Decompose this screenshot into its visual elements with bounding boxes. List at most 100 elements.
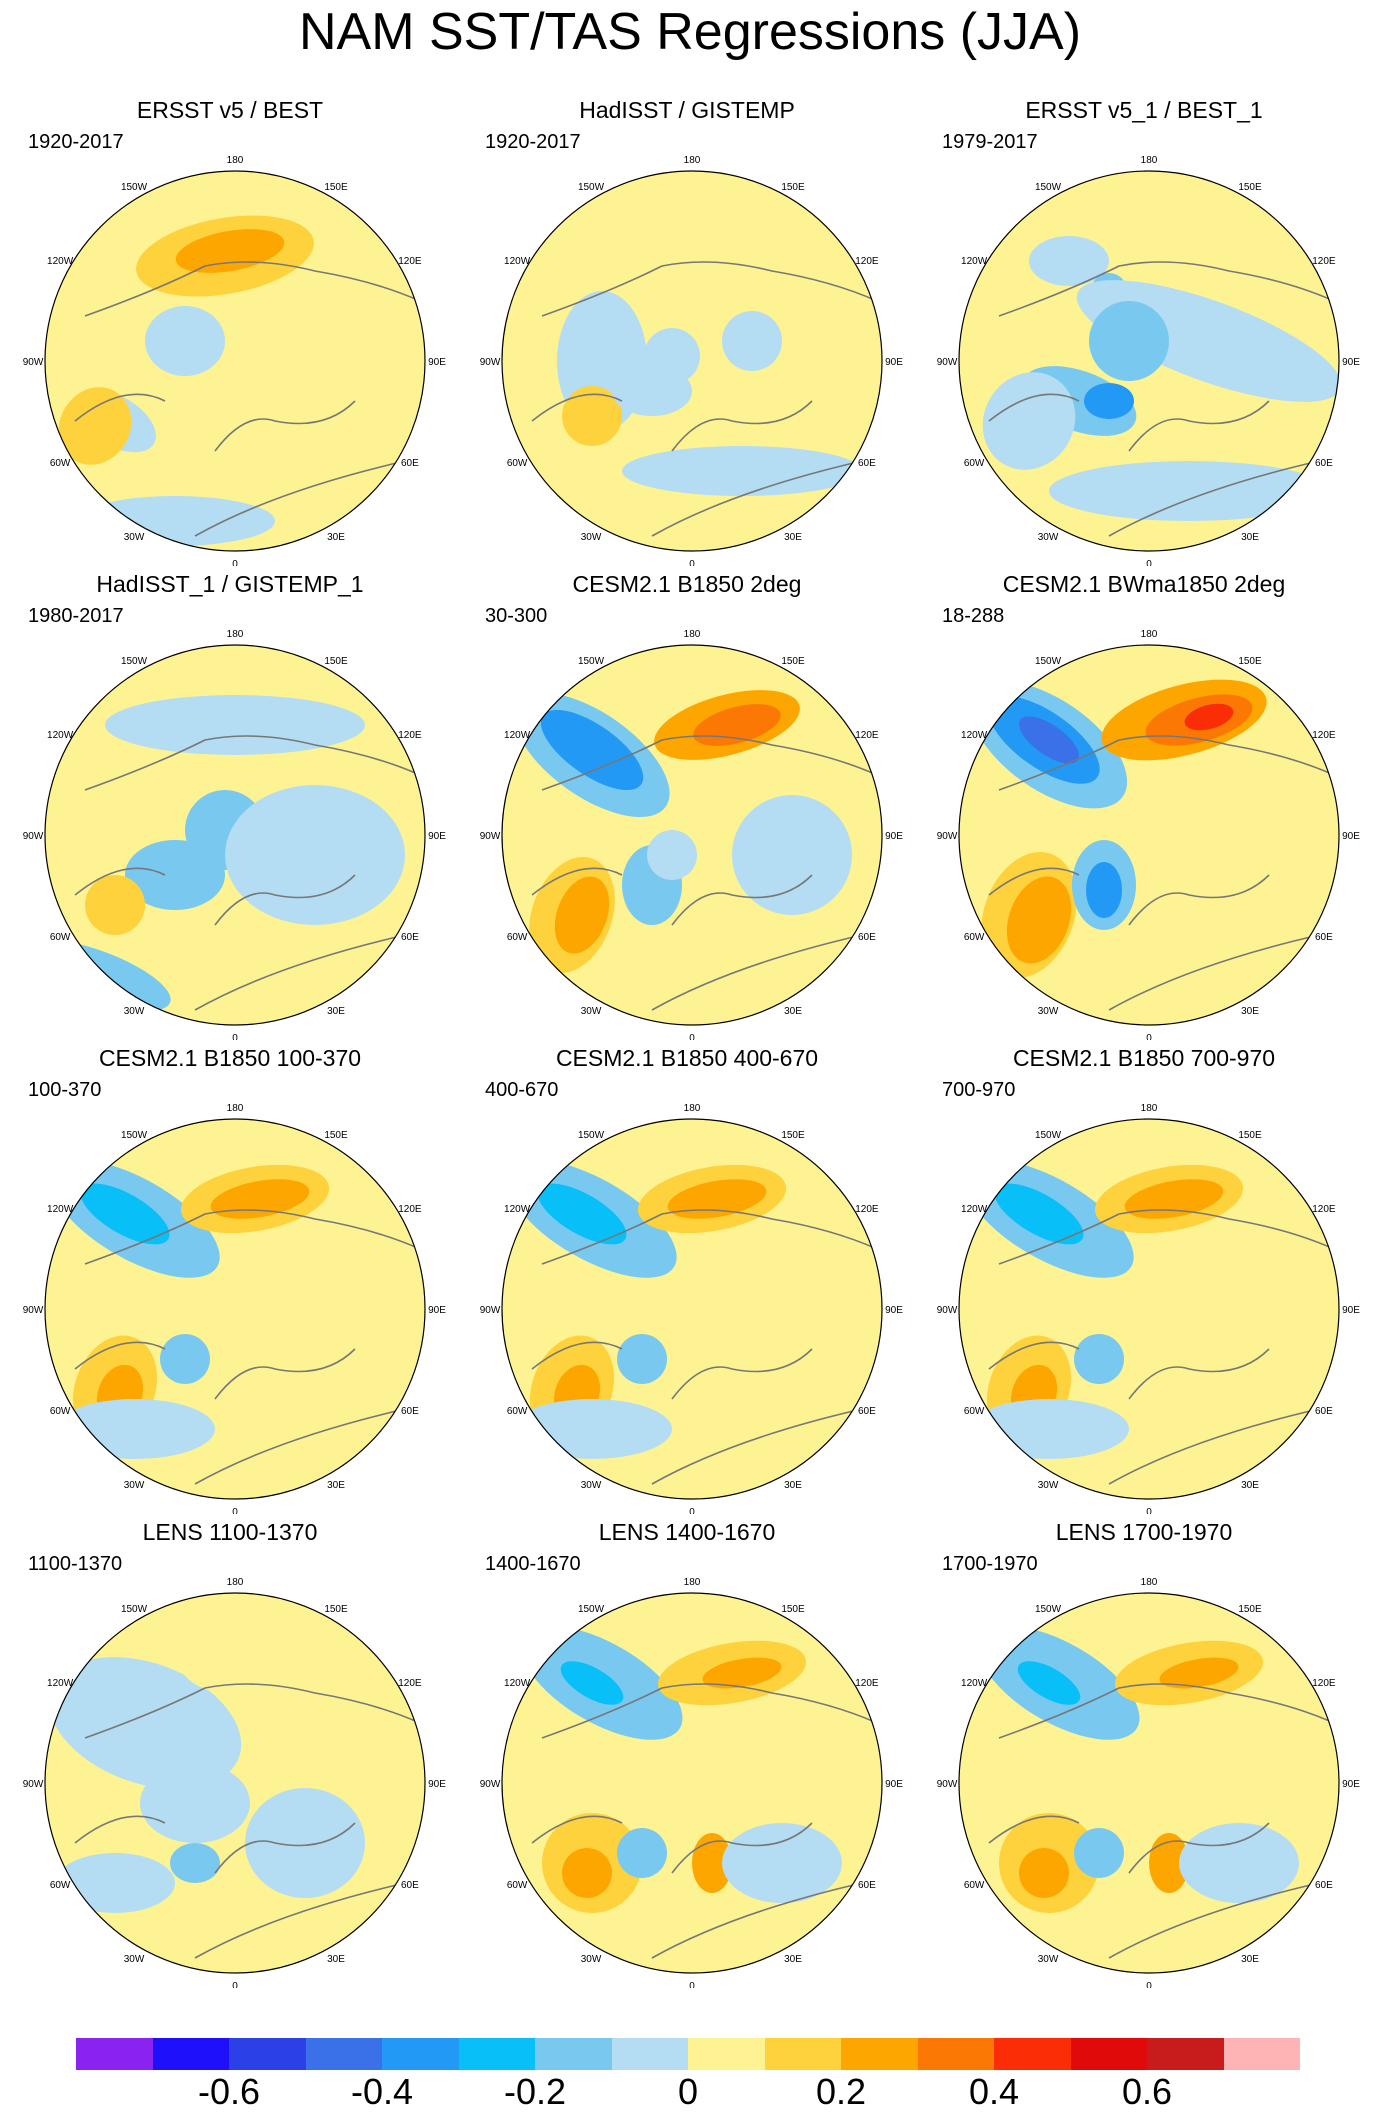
map-border bbox=[501, 1592, 883, 1974]
longitude-label: 30E bbox=[1241, 1954, 1259, 1965]
longitude-label: 120E bbox=[398, 1204, 422, 1215]
longitude-label: 150W bbox=[1035, 182, 1062, 193]
longitude-label: 120W bbox=[47, 1678, 74, 1689]
regression-contour bbox=[667, 1179, 767, 1219]
panel-period: 1100-1370 bbox=[28, 1553, 123, 1575]
longitude-label: 120E bbox=[398, 730, 422, 741]
regression-contour bbox=[1149, 1833, 1189, 1893]
regression-contour bbox=[1019, 1848, 1069, 1898]
map-panel: LENS 1100-1370 180 150E 120E 90E 60E 30E 0 30W 60… bbox=[20, 1518, 447, 1988]
longitude-label: 90E bbox=[885, 1779, 903, 1790]
polar-map: 180 150E 120E 90E 60E 30E 0 30W 60W 90W 120W 150W bbox=[480, 1103, 904, 1514]
coastline bbox=[988, 1683, 1335, 1959]
polar-map: 180 150E 120E 90E 60E 30E 0 30W 60W 90W 120W 150W bbox=[937, 155, 1361, 566]
longitude-label: 0 bbox=[1146, 1507, 1152, 1514]
longitude-label: 60E bbox=[858, 458, 876, 469]
panel-period: 1980-2017 bbox=[28, 605, 124, 627]
regression-contour bbox=[1086, 862, 1122, 918]
longitude-label: 90W bbox=[23, 1305, 44, 1316]
colorbar-swatch bbox=[1070, 2038, 1147, 2070]
longitude-label: 60W bbox=[507, 932, 528, 943]
regression-contour bbox=[537, 1183, 627, 1245]
longitude-label: 60E bbox=[401, 932, 419, 943]
longitude-label: 180 bbox=[684, 1577, 701, 1588]
longitude-label: 60W bbox=[50, 1880, 71, 1891]
map-border bbox=[501, 1118, 883, 1500]
regression-contour bbox=[1124, 1179, 1224, 1219]
longitude-label: 90E bbox=[1342, 1779, 1360, 1790]
colorbar-swatch bbox=[1223, 2038, 1300, 2070]
longitude-label: 60W bbox=[964, 458, 985, 469]
longitude-label: 150E bbox=[324, 1604, 348, 1615]
map-border bbox=[958, 1592, 1340, 1974]
longitude-label: 60W bbox=[507, 1880, 528, 1891]
longitude-label: 90W bbox=[480, 1779, 501, 1790]
colorbar-swatch bbox=[76, 2038, 153, 2070]
longitude-label: 90W bbox=[23, 1779, 44, 1790]
map-border bbox=[501, 170, 883, 552]
regression-contour bbox=[1074, 1828, 1124, 1878]
longitude-label: 90W bbox=[480, 831, 501, 842]
map-border bbox=[44, 1592, 426, 1974]
longitude-label: 180 bbox=[227, 1577, 244, 1588]
longitude-label: 90E bbox=[1342, 831, 1360, 842]
longitude-label: 150E bbox=[1238, 1130, 1262, 1141]
colorbar-swatch bbox=[917, 2038, 994, 2070]
longitude-label: 30E bbox=[1241, 1480, 1259, 1491]
longitude-label: 90W bbox=[937, 1305, 958, 1316]
colorbar-swatch bbox=[994, 2038, 1071, 2070]
regression-contour bbox=[693, 704, 781, 746]
panel-period: 18-288 bbox=[942, 605, 1005, 627]
coastline bbox=[74, 735, 421, 1011]
longitude-label: 150W bbox=[578, 656, 605, 667]
longitude-label: 60W bbox=[50, 1406, 71, 1417]
longitude-label: 30E bbox=[784, 1480, 802, 1491]
longitude-label: 150W bbox=[578, 1130, 605, 1141]
regression-contour bbox=[55, 1399, 215, 1459]
longitude-label: 30W bbox=[1038, 1954, 1059, 1965]
longitude-label: 90W bbox=[23, 831, 44, 842]
longitude-label: 60W bbox=[964, 932, 985, 943]
longitude-label: 60E bbox=[401, 458, 419, 469]
longitude-label: 120E bbox=[855, 256, 879, 267]
panel-title: ERSST v5_1 / BEST_1 bbox=[1025, 97, 1263, 123]
longitude-label: 180 bbox=[684, 1103, 701, 1114]
panel-title: HadISST / GISTEMP bbox=[579, 97, 795, 123]
coastline bbox=[74, 1209, 421, 1485]
map-panel: CESM2.1 B1850 400-670 180 150E 120E 90E 60E 30… bbox=[477, 1044, 904, 1514]
coastline bbox=[74, 1683, 421, 1959]
colorbar-swatch bbox=[152, 2038, 229, 2070]
longitude-label: 120E bbox=[1312, 256, 1336, 267]
longitude-label: 60E bbox=[858, 1406, 876, 1417]
longitude-label: 120E bbox=[855, 1678, 879, 1689]
colorbar-swatch bbox=[382, 2038, 459, 2070]
longitude-label: 90E bbox=[1342, 357, 1360, 368]
longitude-label: 60E bbox=[1315, 1880, 1333, 1891]
map-border bbox=[501, 644, 883, 1026]
colorbar bbox=[76, 2038, 1300, 2070]
longitude-label: 90W bbox=[480, 357, 501, 368]
longitude-label: 0 bbox=[1146, 1033, 1152, 1040]
longitude-label: 120E bbox=[855, 1204, 879, 1215]
figure-title: NAM SST/TAS Regressions (JJA) bbox=[298, 3, 1082, 61]
panel-title: CESM2.1 B1850 100-370 bbox=[98, 1045, 362, 1071]
regression-contour bbox=[732, 795, 852, 915]
panel-title: ERSST v5 / BEST bbox=[136, 97, 324, 123]
panel-title: CESM2.1 B1850 700-970 bbox=[1012, 1045, 1276, 1071]
longitude-label: 30W bbox=[581, 1006, 602, 1017]
longitude-label: 150W bbox=[121, 1130, 148, 1141]
longitude-label: 0 bbox=[1146, 1981, 1152, 1988]
regression-contour bbox=[562, 386, 622, 446]
regression-contour bbox=[1017, 1661, 1081, 1705]
longitude-label: 120E bbox=[398, 1678, 422, 1689]
map-border bbox=[44, 1118, 426, 1500]
colorbar-swatch bbox=[688, 2038, 765, 2070]
colorbar-tick-label: 0 bbox=[677, 2071, 699, 2112]
colorbar-swatch bbox=[841, 2038, 918, 2070]
panel-title: LENS 1700-1970 bbox=[1055, 1519, 1233, 1545]
longitude-label: 180 bbox=[227, 1103, 244, 1114]
longitude-label: 60W bbox=[50, 458, 71, 469]
coastline bbox=[988, 735, 1335, 1011]
regression-contour bbox=[969, 1399, 1129, 1459]
longitude-label: 30W bbox=[124, 1006, 145, 1017]
